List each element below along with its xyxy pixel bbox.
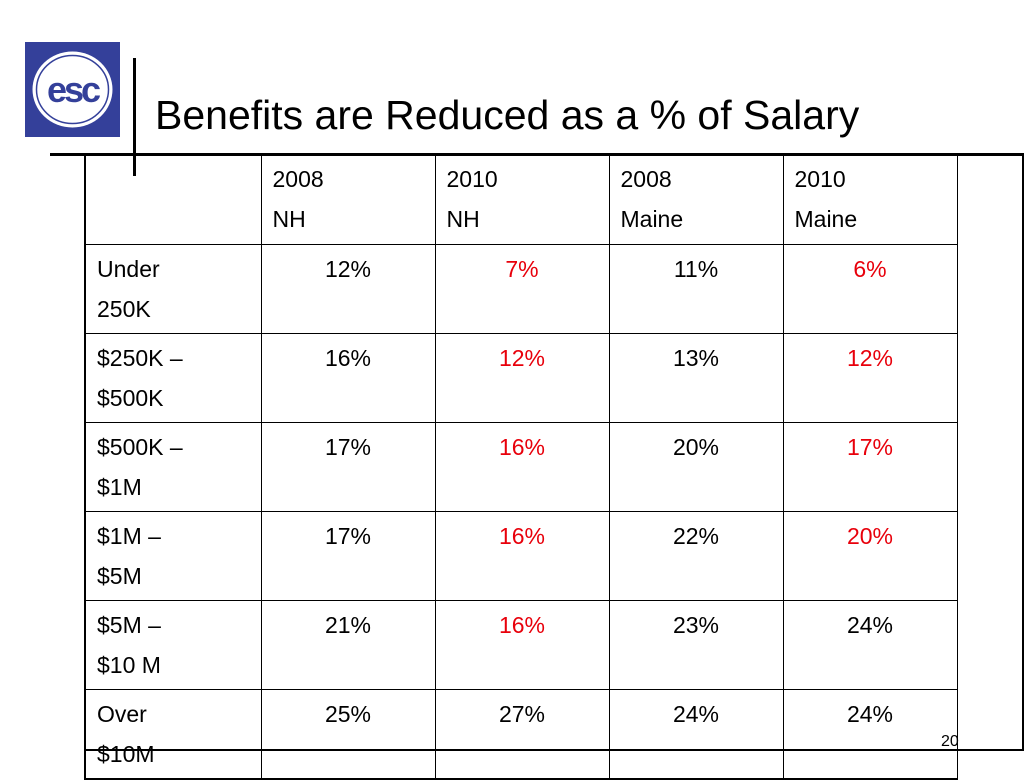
- table-row: $5M – $10 M 21% 16% 23% 24%: [84, 599, 958, 690]
- row-label: $250K – $500K: [84, 332, 262, 423]
- table-cell: 27%: [434, 688, 610, 780]
- benefits-table: 2008 NH 2010 NH 2008 Maine 2010 Maine: [84, 153, 958, 780]
- table-cell: 24%: [782, 688, 958, 780]
- column-header-year: 2010: [794, 165, 846, 192]
- column-header-state: Maine: [794, 205, 858, 232]
- column-header: 2010 Maine: [782, 153, 958, 245]
- row-label-line: $5M: [97, 562, 142, 589]
- row-label-line: Under: [97, 255, 160, 282]
- table-cell: 11%: [608, 243, 784, 334]
- page-number: 20: [941, 733, 959, 750]
- esc-logo-icon: esc: [25, 42, 120, 137]
- table-cell-highlighted: 16%: [434, 599, 610, 690]
- column-header-state: Maine: [620, 205, 684, 232]
- row-label-line: $5M –: [97, 611, 161, 638]
- table-cell-highlighted: 16%: [434, 510, 610, 601]
- table-cell-highlighted: 7%: [434, 243, 610, 334]
- logo-text: esc: [47, 69, 100, 110]
- row-label-line: $1M: [97, 473, 142, 500]
- column-header-year: 2010: [446, 165, 498, 192]
- table-cell-highlighted: 16%: [434, 421, 610, 512]
- table-row: Under 250K 12% 7% 11% 6%: [84, 243, 958, 334]
- column-header: 2008 NH: [260, 153, 436, 245]
- row-label-line: $500K –: [97, 433, 183, 460]
- row-label-line: $250K –: [97, 344, 183, 371]
- row-label-line: $1M –: [97, 522, 161, 549]
- esc-logo: esc: [25, 42, 120, 137]
- row-label: $1M – $5M: [84, 510, 262, 601]
- table-cell: 25%: [260, 688, 436, 780]
- row-label-line: 250K: [97, 295, 151, 322]
- row-label-line: $10 M: [97, 651, 161, 678]
- row-label: $5M – $10 M: [84, 599, 262, 690]
- row-label-line: $10M: [97, 740, 155, 767]
- table-row: $1M – $5M 17% 16% 22% 20%: [84, 510, 958, 601]
- slide-title: Benefits are Reduced as a % of Salary: [155, 92, 860, 138]
- row-label-line: $500K: [97, 384, 164, 411]
- table-cell: 20%: [608, 421, 784, 512]
- column-header-state: NH: [446, 205, 480, 232]
- table-cell: 17%: [260, 421, 436, 512]
- row-label: Under 250K: [84, 243, 262, 334]
- table-header-row: 2008 NH 2010 NH 2008 Maine 2010 Maine: [84, 153, 958, 245]
- table-row: Over $10M 25% 27% 24% 24%: [84, 688, 958, 780]
- column-header-year: 2008: [272, 165, 324, 192]
- table-row: $250K – $500K 16% 12% 13% 12%: [84, 332, 958, 423]
- title-vertical-rule: [133, 58, 136, 176]
- table-cell-highlighted: 12%: [434, 332, 610, 423]
- table-cell-highlighted: 6%: [782, 243, 958, 334]
- table-cell: 13%: [608, 332, 784, 423]
- table-cell: 22%: [608, 510, 784, 601]
- table-cell: 24%: [782, 599, 958, 690]
- column-header: 2010 NH: [434, 153, 610, 245]
- table-cell-highlighted: 20%: [782, 510, 958, 601]
- table-cell-highlighted: 17%: [782, 421, 958, 512]
- column-header: 2008 Maine: [608, 153, 784, 245]
- table-cell: 24%: [608, 688, 784, 780]
- table-cell: 21%: [260, 599, 436, 690]
- table-cell: 16%: [260, 332, 436, 423]
- column-header-year: 2008: [620, 165, 672, 192]
- table-row: $500K – $1M 17% 16% 20% 17%: [84, 421, 958, 512]
- row-label-line: Over: [97, 700, 147, 727]
- table-cell: 23%: [608, 599, 784, 690]
- table-cell-highlighted: 12%: [782, 332, 958, 423]
- column-header-state: NH: [272, 205, 306, 232]
- table-cell: 17%: [260, 510, 436, 601]
- table-cell: 12%: [260, 243, 436, 334]
- row-label: Over $10M: [84, 688, 262, 780]
- row-label: $500K – $1M: [84, 421, 262, 512]
- benefits-table-frame: 2008 NH 2010 NH 2008 Maine 2010 Maine: [84, 153, 1024, 780]
- table-corner-cell: [84, 153, 262, 245]
